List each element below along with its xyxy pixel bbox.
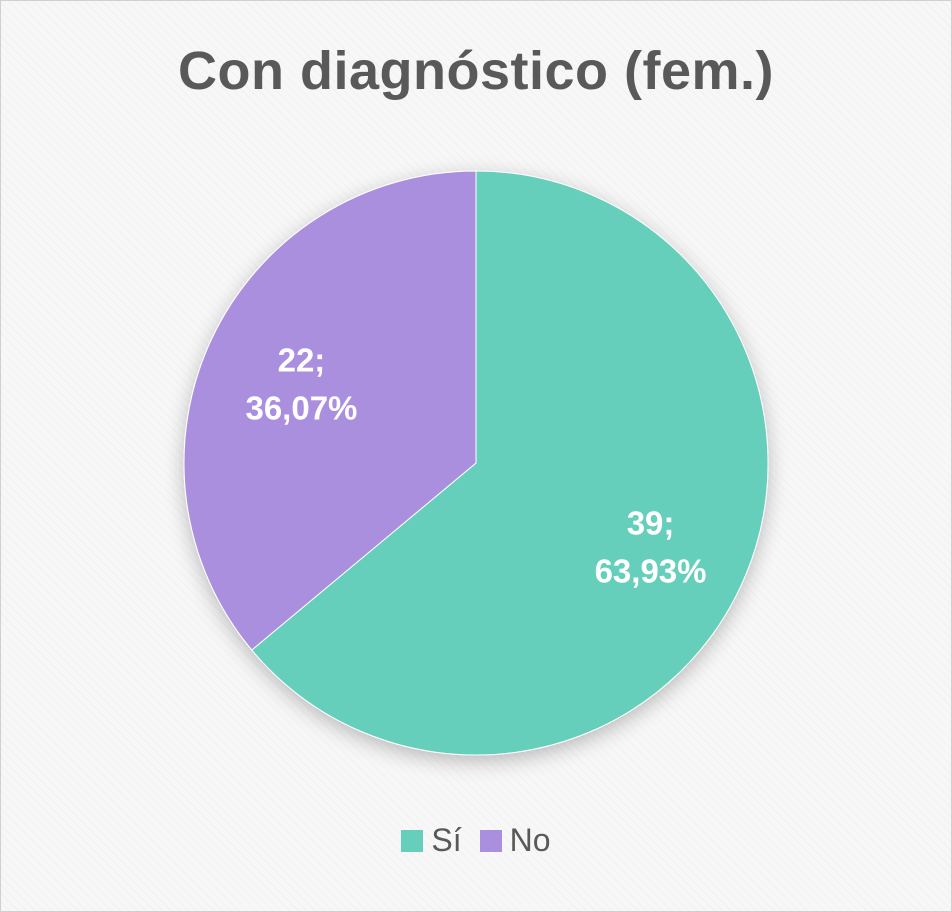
data-label-si-percent: 63,93% (595, 553, 707, 590)
pie-slice-no (183, 170, 477, 651)
chart-title: Con diagnóstico (fem.) (178, 41, 774, 101)
legend: Sí No (0, 822, 952, 859)
legend-item-no: No (479, 822, 551, 859)
legend-swatch-no (479, 829, 502, 852)
legend-label-si: Sí (431, 822, 462, 858)
data-label-no-percent: 36,07% (245, 389, 357, 426)
legend-item-si: Sí (401, 822, 462, 859)
legend-swatch-si (401, 829, 424, 852)
legend-label-no: No (509, 822, 551, 858)
pie-slice-si (251, 170, 769, 756)
data-label-si-value: 39; (627, 505, 675, 542)
data-label-no-value: 22; (278, 341, 326, 378)
